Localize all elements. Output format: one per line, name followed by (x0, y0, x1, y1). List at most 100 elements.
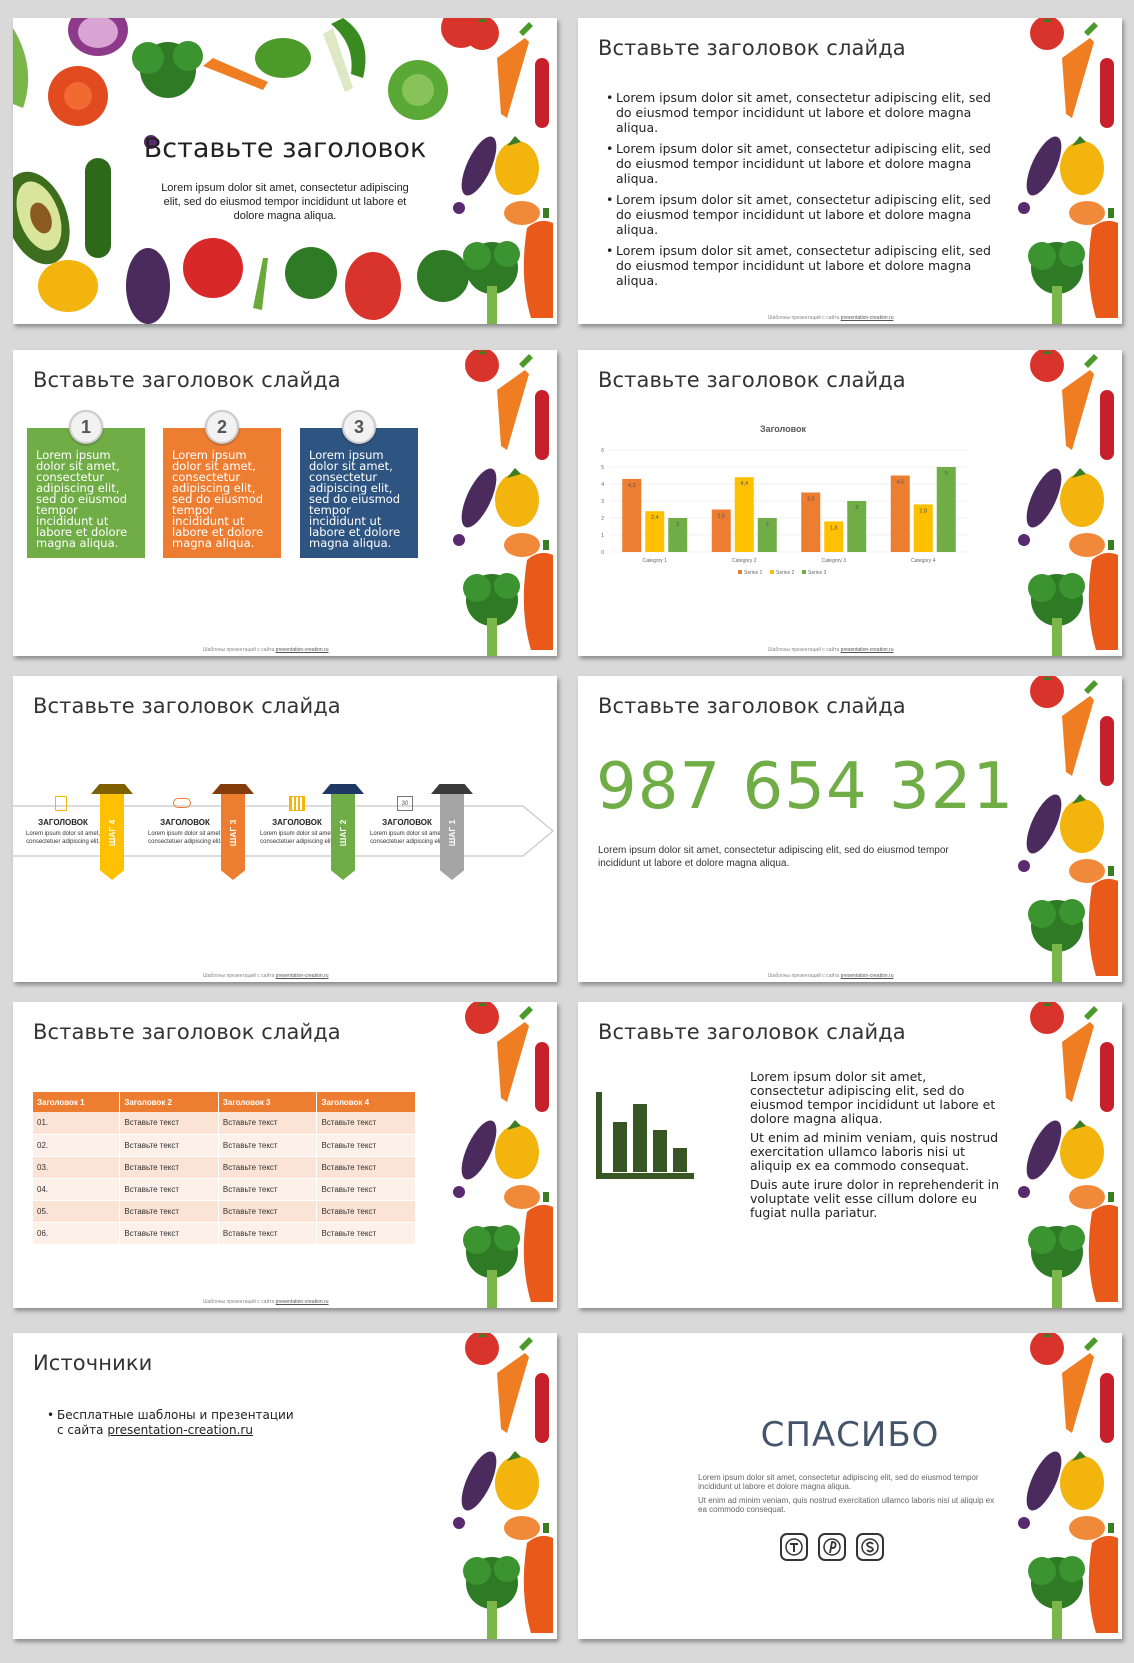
numbered-box-1: Lorem ipsum dolor sit amet, consectetur … (27, 428, 145, 558)
number-caption: Lorem ipsum dolor sit amet, consectetur … (598, 845, 949, 869)
source-line-1: Бесплатные шаблоны и презентации (57, 1408, 294, 1422)
paragraph: Ut enim ad minim veniam, quis nostrud ex… (750, 1130, 999, 1173)
footer-link[interactable]: presentation-creation.ru (275, 973, 329, 979)
legend-label: Series 1 (744, 570, 763, 576)
chart-title: Заголовок (760, 424, 807, 434)
step-heading: ЗАГОЛОВОК (160, 818, 210, 827)
y-tick-label: 0 (601, 550, 604, 556)
table-cell: 06. (33, 1222, 121, 1245)
step-heading: ЗАГОЛОВОК (272, 818, 322, 827)
data-label: 1,8 (830, 525, 838, 531)
slide-6-big-number[interactable]: Вставьте заголовок слайда 987 654 321 Lo… (578, 676, 1122, 982)
list-item: Lorem ipsum dolor sit amet, consectetur … (606, 192, 996, 237)
chart-bar (890, 475, 910, 552)
vegetable-border-illustration (13, 18, 553, 324)
step-tab-2-flap (322, 784, 364, 794)
slide-8-icon-text[interactable]: Вставьте заголовок слайда Lorem ipsum do… (578, 1002, 1122, 1308)
footer-link[interactable]: presentation-creation.ru (840, 315, 894, 321)
step-tab-4 (100, 784, 124, 880)
slide-1-title[interactable]: Вставьте заголовок Lorem ipsum dolor sit… (13, 18, 557, 324)
table-cell: 05. (33, 1200, 121, 1223)
table-cell: 02. (33, 1134, 121, 1157)
legend-swatch (802, 570, 806, 574)
data-label: 2 (676, 522, 679, 528)
chart-bar (711, 509, 731, 552)
footer-link[interactable]: presentation-creation.ru (840, 973, 894, 979)
table-cell: Вставьте текст (119, 1200, 219, 1223)
skype-icon[interactable] (856, 1533, 884, 1561)
data-label: 3,5 (807, 497, 815, 503)
sources-list: • Бесплатные шаблоны и презентации с сай… (47, 1408, 294, 1438)
footer: Шаблоны презентаций с сайта presentation… (768, 315, 893, 321)
calendar-icon: 30 (397, 796, 413, 811)
vegetable-border-illustration (1018, 18, 1118, 324)
y-tick-label: 4 (601, 482, 604, 488)
slide-5-steps[interactable]: Вставьте заголовок слайда ЗАГОЛОВОК Lore… (13, 676, 557, 982)
slide-9-sources[interactable]: Источники • Бесплатные шаблоны и презент… (13, 1333, 557, 1639)
slide-7-table[interactable]: Вставьте заголовок слайда Заголовок 1 За… (13, 1002, 557, 1308)
footer-link[interactable]: presentation-creation.ru (840, 647, 894, 653)
data-label: 2 (766, 522, 769, 528)
vegetable-border-illustration (1018, 1333, 1118, 1639)
chart-bar (622, 478, 642, 552)
document-icon (55, 796, 67, 811)
thanks-title: СПАСИБО (760, 1415, 940, 1455)
chart-bar (824, 521, 844, 552)
table-cell: Вставьте текст (119, 1156, 219, 1179)
data-label: 4,3 (628, 483, 636, 489)
numbered-box-2: Lorem ipsum dolor sit amet, consectetur … (163, 428, 281, 558)
y-tick-label: 3 (601, 499, 604, 505)
table-cell: 01. (33, 1112, 121, 1135)
table-cell: Вставьте текст (119, 1112, 219, 1135)
bullet: • (47, 1408, 55, 1422)
table-row: 01. Вставьте текст Вставьте текст Вставьте … (33, 1112, 416, 1135)
data-label: 4,4 (740, 481, 748, 487)
footer-prefix: Шаблоны презентаций с сайта (768, 647, 841, 653)
books-icon (289, 796, 305, 811)
step-tab-3-label: ШАГ 3 (228, 819, 238, 847)
list-item: • Бесплатные шаблоны и презентации с сай… (47, 1408, 294, 1438)
slide-4-chart[interactable]: Вставьте заголовок слайда Заголовок 0 1 2 3 4… (578, 350, 1122, 656)
data-label: 5 (945, 471, 948, 477)
paragraph: Duis aute irure dolor in reprehenderit i… (750, 1177, 999, 1220)
step-tab-1-flap (431, 784, 473, 794)
chart-bar (801, 492, 821, 552)
numbered-box-3: Lorem ipsum dolor sit amet, consectetur … (300, 428, 418, 558)
data-label: 3 (855, 505, 858, 511)
twitter-icon[interactable] (780, 1533, 808, 1561)
source-link[interactable]: presentation-creation.ru (107, 1423, 253, 1437)
slide-2-bullets[interactable]: Вставьте заголовок слайда Lorem ipsum do… (578, 18, 1122, 324)
data-label: 2,8 (919, 508, 927, 514)
slide-3-numbered-boxes[interactable]: Вставьте заголовок слайда Lorem ipsum do… (13, 350, 557, 656)
table-cell: Вставьте текст (316, 1222, 416, 1245)
number-badge-1: 1 (69, 410, 103, 444)
slide-title: Вставьте заголовок слайда (33, 694, 341, 718)
box-text: Lorem ipsum dolor sit amet, consectetur … (309, 448, 401, 550)
bullet-list: Lorem ipsum dolor sit amet, consectetur … (606, 90, 996, 294)
legend-label: Series 3 (808, 570, 827, 576)
chart-bar (913, 504, 933, 552)
table-cell: Вставьте текст (119, 1134, 219, 1157)
table-row: 06. Вставьте текст Вставьте текст Вставьте … (33, 1222, 416, 1245)
vegetable-border-illustration (453, 350, 553, 656)
column-header: Заголовок 3 (218, 1092, 318, 1112)
step-text: Lorem ipsum dolor sit amet, consectetuer… (259, 831, 335, 845)
x-tick-label: Category 4 (911, 558, 936, 564)
data-table: Заголовок 1 Заголовок 2 Заголовок 3 Заго… (33, 1092, 416, 1245)
table-cell: Вставьте текст (218, 1156, 318, 1179)
footer-prefix: Шаблоны презентаций с сайта (203, 1299, 276, 1305)
legend-label: Series 2 (776, 570, 795, 576)
y-tick-label: 5 (601, 465, 604, 471)
table-row: 04. Вставьте текст Вставьте текст Вставьте … (33, 1178, 416, 1201)
slide-10-thanks[interactable]: СПАСИБО Lorem ipsum dolor sit amet, cons… (578, 1333, 1122, 1639)
x-tick-label: Category 2 (732, 558, 757, 564)
y-tick-label: 1 (601, 533, 604, 539)
table-cell: Вставьте текст (316, 1134, 416, 1157)
slide-title: Вставьте заголовок слайда (598, 1020, 906, 1044)
pinterest-icon[interactable] (818, 1533, 846, 1561)
paragraph: Lorem ipsum dolor sit amet, consectetur … (750, 1069, 996, 1126)
footer-link[interactable]: presentation-creation.ru (275, 1299, 329, 1305)
footer-link[interactable]: presentation-creation.ru (275, 647, 329, 653)
table-cell: 03. (33, 1156, 121, 1179)
number-badge-3: 3 (342, 410, 376, 444)
